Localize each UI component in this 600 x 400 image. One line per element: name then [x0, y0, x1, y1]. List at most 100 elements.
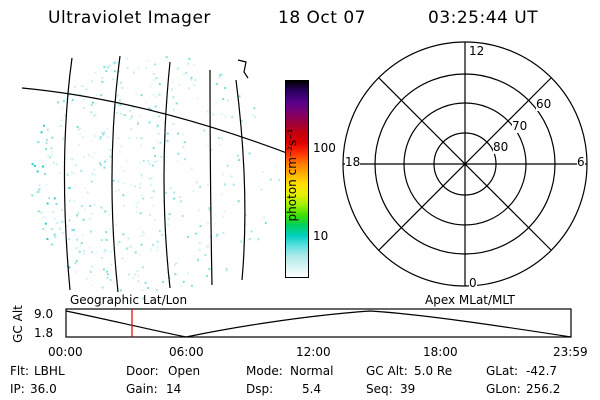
uv-pixel — [68, 199, 71, 202]
uv-pixel — [192, 190, 195, 193]
uv-pixel — [106, 158, 109, 161]
uv-pixel — [103, 66, 106, 69]
uv-pixel — [162, 280, 165, 283]
uv-pixel — [138, 186, 141, 189]
uv-pixel — [102, 133, 105, 136]
uv-pixel — [103, 237, 106, 240]
uv-pixel — [193, 84, 196, 86]
uv-pixel — [185, 71, 188, 74]
uv-pixel — [219, 143, 221, 146]
uv-pixel — [142, 234, 145, 237]
uv-pixel — [51, 243, 54, 246]
uv-pixel — [215, 83, 218, 85]
uv-pixel — [182, 280, 185, 283]
uv-pixel — [139, 162, 142, 165]
uv-pixel — [69, 91, 72, 93]
uv-pixel — [37, 210, 40, 213]
uv-pixel — [156, 125, 159, 128]
uv-pixel — [154, 160, 157, 163]
mlat-label-80: 80 — [493, 140, 509, 154]
uv-pixel — [83, 253, 85, 256]
uv-pixel — [100, 94, 103, 97]
uv-pixel — [59, 227, 62, 230]
uv-pixel — [135, 93, 138, 96]
geographic-grid — [21, 55, 301, 293]
uv-pixel — [212, 113, 215, 116]
uv-pixel — [142, 159, 145, 162]
uv-pixel — [131, 105, 134, 108]
uv-pixel — [149, 214, 152, 216]
uv-pixel — [90, 230, 92, 233]
info-ip-value: 36.0 — [30, 382, 57, 396]
uv-pixel — [88, 154, 91, 157]
uv-pixel — [80, 242, 83, 245]
uv-pixel — [61, 220, 64, 223]
uv-pixel — [42, 228, 45, 230]
uv-pixel — [92, 212, 95, 215]
uv-pixel — [168, 213, 171, 216]
uv-pixel — [141, 266, 144, 269]
uv-pixel — [101, 76, 104, 79]
uv-pixel — [195, 232, 198, 235]
uv-pixel — [172, 96, 175, 99]
uv-pixel — [57, 101, 60, 104]
uv-pixel — [204, 254, 207, 257]
uv-pixel — [93, 152, 96, 155]
info-door-label: Door: — [126, 364, 159, 378]
uv-pixel — [232, 183, 235, 186]
uv-pixel — [222, 98, 225, 101]
uv-pixel — [137, 275, 140, 278]
uv-pixel — [104, 160, 107, 163]
uv-pixel — [174, 273, 177, 276]
uv-pixel — [99, 163, 102, 166]
uv-pixel — [214, 222, 217, 225]
uv-pixel — [158, 230, 161, 233]
uv-pixel — [106, 250, 109, 253]
uv-pixel — [54, 236, 57, 239]
uv-pixel — [84, 186, 87, 189]
mlt-label-12: 12 — [469, 44, 485, 58]
uv-pixel — [144, 281, 147, 284]
uv-pixel — [198, 209, 201, 212]
uv-pixel — [78, 250, 81, 253]
uv-pixel — [207, 245, 210, 248]
uv-pixel — [44, 163, 47, 166]
uv-pixel — [73, 228, 76, 231]
uv-pixel — [80, 205, 83, 208]
uv-pixel — [116, 242, 119, 245]
uv-pixel — [214, 101, 217, 104]
timeline-xtick-1200: 12:00 — [296, 345, 331, 359]
uv-pixel — [61, 209, 64, 212]
uv-pixel — [94, 174, 97, 177]
uv-pixel — [184, 158, 187, 161]
colorbar-tick-100: 100 — [313, 141, 336, 155]
uv-pixel — [47, 154, 50, 157]
uv-pixel — [84, 208, 87, 211]
uv-pixel — [199, 225, 202, 228]
uv-pixel — [137, 201, 139, 204]
uv-pixel — [101, 286, 104, 289]
uv-pixel — [170, 88, 173, 91]
uv-pixel — [43, 165, 46, 168]
uv-pixel — [190, 76, 193, 79]
uv-pixel — [158, 83, 161, 85]
uv-pixel — [63, 215, 66, 218]
uv-pixel — [83, 250, 86, 252]
uv-pixel — [187, 87, 190, 90]
longitude-line — [235, 79, 246, 281]
uv-pixel — [156, 140, 159, 143]
uv-pixel — [132, 277, 135, 280]
uv-pixel — [260, 188, 263, 191]
uv-pixel — [179, 285, 182, 288]
uv-pixel — [40, 131, 43, 134]
uv-pixel — [226, 164, 229, 167]
longitude-line — [209, 69, 213, 286]
uv-pixel — [82, 98, 85, 101]
uv-pixel — [244, 223, 247, 226]
uv-pixel — [264, 221, 267, 224]
uv-pixel — [116, 112, 119, 114]
info-gcalt-label: GC Alt: — [366, 364, 408, 378]
uv-pixel — [51, 154, 54, 157]
uv-pixel — [122, 233, 125, 236]
uv-pixel — [137, 66, 140, 69]
